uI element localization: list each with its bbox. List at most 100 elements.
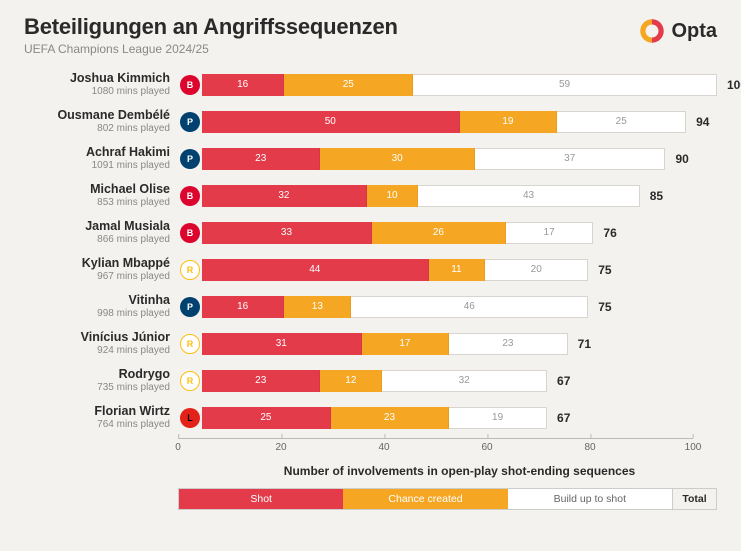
- player-row: Joshua Kimmich 1080 mins played B 16 25 …: [24, 66, 717, 103]
- axis-tick: 20: [275, 438, 286, 453]
- team-badge-col: P: [178, 297, 202, 317]
- team-badge-col: R: [178, 371, 202, 391]
- player-row: Ousmane Dembélé 802 mins played P 50 19 …: [24, 103, 717, 140]
- team-badge: B: [180, 75, 200, 95]
- segment-chance: 13: [284, 296, 351, 318]
- segment-shot: 25: [202, 407, 331, 429]
- bar-plot: 16 25 59 100: [202, 74, 717, 96]
- segment-chance: 12: [320, 370, 382, 392]
- bar-plot: 44 11 20 75: [202, 259, 717, 281]
- chart-subtitle: UEFA Champions League 2024/25: [24, 42, 398, 56]
- x-axis-title: Number of involvements in open-play shot…: [178, 464, 741, 478]
- axis-tick: 80: [584, 438, 595, 453]
- segment-chance: 11: [429, 259, 486, 281]
- bar-plot: 50 19 25 94: [202, 111, 717, 133]
- legend-shot: Shot: [179, 489, 343, 509]
- opta-logo-icon: [639, 18, 665, 44]
- legend: Shot Chance created Build up to shot Tot…: [178, 488, 717, 510]
- chart-header: Beteiligungen an Angriffssequenzen UEFA …: [0, 0, 741, 60]
- player-row: Michael Olise 853 mins played B 32 10 43…: [24, 177, 717, 214]
- stacked-bar: 50 19 25: [202, 111, 686, 133]
- bar-plot: 33 26 17 76: [202, 222, 717, 244]
- axis-tick: 0: [175, 438, 181, 453]
- player-label: Michael Olise 853 mins played: [24, 183, 178, 208]
- segment-chance: 19: [460, 111, 558, 133]
- player-row: Vitinha 998 mins played P 16 13 46 75: [24, 288, 717, 325]
- segment-build: 25: [557, 111, 686, 133]
- segment-build: 37: [475, 148, 666, 170]
- player-label: Rodrygo 735 mins played: [24, 368, 178, 393]
- segment-build: 17: [506, 222, 594, 244]
- player-name: Achraf Hakimi: [24, 146, 170, 160]
- segment-build: 23: [449, 333, 567, 355]
- player-label: Ousmane Dembélé 802 mins played: [24, 109, 178, 134]
- player-row: Kylian Mbappé 967 mins played R 44 11 20…: [24, 251, 717, 288]
- total-value: 90: [666, 148, 689, 170]
- player-label: Jamal Musiala 866 mins played: [24, 220, 178, 245]
- total-value: 67: [547, 407, 570, 429]
- player-minutes: 853 mins played: [24, 197, 170, 208]
- player-name: Ousmane Dembélé: [24, 109, 170, 123]
- segment-build: 20: [485, 259, 588, 281]
- player-name: Florian Wirtz: [24, 405, 170, 419]
- player-name: Joshua Kimmich: [24, 72, 170, 86]
- axis-tick: 100: [685, 438, 702, 453]
- segment-chance: 17: [362, 333, 450, 355]
- player-label: Achraf Hakimi 1091 mins played: [24, 146, 178, 171]
- chart-title: Beteiligungen an Angriffssequenzen: [24, 14, 398, 40]
- total-value: 75: [588, 259, 611, 281]
- total-value: 85: [640, 185, 663, 207]
- team-badge-col: B: [178, 223, 202, 243]
- segment-chance: 26: [372, 222, 506, 244]
- team-badge: P: [180, 297, 200, 317]
- segment-build: 46: [351, 296, 588, 318]
- segment-chance: 10: [367, 185, 419, 207]
- player-row: Vinícius Júnior 924 mins played R 31 17 …: [24, 325, 717, 362]
- brand-name: Opta: [671, 20, 717, 43]
- total-value: 71: [568, 333, 591, 355]
- team-badge: L: [180, 408, 200, 428]
- segment-shot: 23: [202, 148, 320, 170]
- team-badge: B: [180, 223, 200, 243]
- stacked-bar: 32 10 43: [202, 185, 640, 207]
- team-badge-col: L: [178, 408, 202, 428]
- axis-tick: 40: [378, 438, 389, 453]
- segment-build: 32: [382, 370, 547, 392]
- player-minutes: 764 mins played: [24, 419, 170, 430]
- segment-shot: 16: [202, 74, 284, 96]
- player-minutes: 1080 mins played: [24, 86, 170, 97]
- bar-plot: 16 13 46 75: [202, 296, 717, 318]
- stacked-bar: 31 17 23: [202, 333, 568, 355]
- legend-total: Total: [672, 489, 716, 509]
- team-badge: R: [180, 260, 200, 280]
- segment-shot: 23: [202, 370, 320, 392]
- player-name: Michael Olise: [24, 183, 170, 197]
- stacked-bar: 25 23 19: [202, 407, 547, 429]
- player-label: Vinícius Júnior 924 mins played: [24, 331, 178, 356]
- total-value: 100: [717, 74, 741, 96]
- total-value: 94: [686, 111, 709, 133]
- player-minutes: 866 mins played: [24, 234, 170, 245]
- player-label: Kylian Mbappé 967 mins played: [24, 257, 178, 282]
- segment-shot: 44: [202, 259, 429, 281]
- bar-plot: 23 30 37 90: [202, 148, 717, 170]
- player-label: Florian Wirtz 764 mins played: [24, 405, 178, 430]
- team-badge-col: P: [178, 149, 202, 169]
- brand-logo: Opta: [639, 18, 717, 44]
- title-block: Beteiligungen an Angriffssequenzen UEFA …: [24, 14, 398, 56]
- team-badge-col: P: [178, 112, 202, 132]
- player-row: Florian Wirtz 764 mins played L 25 23 19…: [24, 399, 717, 436]
- bar-plot: 31 17 23 71: [202, 333, 717, 355]
- player-name: Kylian Mbappé: [24, 257, 170, 271]
- segment-build: 43: [418, 185, 639, 207]
- team-badge: R: [180, 334, 200, 354]
- stacked-bar: 16 13 46: [202, 296, 588, 318]
- team-badge-col: B: [178, 75, 202, 95]
- player-minutes: 998 mins played: [24, 308, 170, 319]
- total-value: 76: [593, 222, 616, 244]
- player-minutes: 1091 mins played: [24, 160, 170, 171]
- stacked-bar: 16 25 59: [202, 74, 717, 96]
- player-name: Vitinha: [24, 294, 170, 308]
- segment-shot: 50: [202, 111, 460, 133]
- bar-plot: 23 12 32 67: [202, 370, 717, 392]
